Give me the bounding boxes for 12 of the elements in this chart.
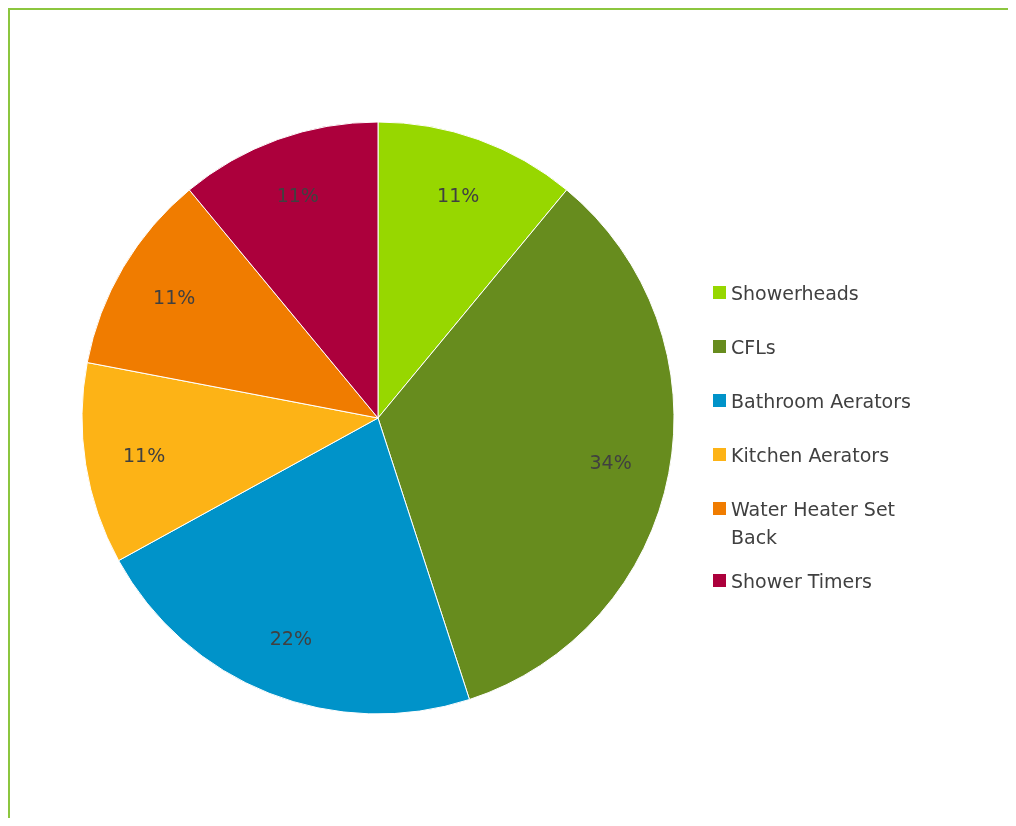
legend-label: Shower Timers xyxy=(731,570,873,592)
data-label: 11% xyxy=(437,184,480,207)
legend-label: Showerheads xyxy=(731,282,859,304)
data-label: 22% xyxy=(269,627,312,650)
data-label: 11% xyxy=(123,444,166,467)
legend-label: CFLs xyxy=(731,336,776,358)
legend-label: Kitchen Aerators xyxy=(731,444,890,466)
legend-label: Water Heater Set Back xyxy=(731,498,896,548)
data-label: 34% xyxy=(589,451,632,474)
data-label: 11% xyxy=(276,184,319,207)
data-label: 11% xyxy=(153,286,196,309)
legend-label: Bathroom Aerators xyxy=(731,390,911,412)
